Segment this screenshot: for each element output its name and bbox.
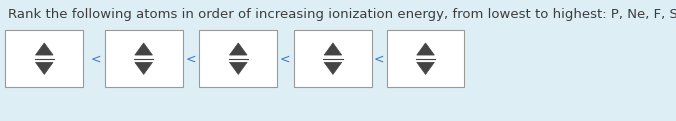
Bar (199, 30, 277, 87)
Polygon shape (416, 62, 434, 74)
Bar (105, 30, 183, 87)
Polygon shape (324, 62, 341, 74)
Bar (294, 30, 372, 87)
Polygon shape (229, 62, 247, 74)
Bar (5, 30, 83, 87)
Polygon shape (324, 43, 341, 55)
Text: <: < (280, 52, 291, 65)
Text: Rank the following atoms in order of increasing ionization energy, from lowest t: Rank the following atoms in order of inc… (8, 8, 676, 21)
Polygon shape (135, 62, 153, 74)
Polygon shape (36, 62, 53, 74)
Bar (387, 30, 464, 87)
Polygon shape (135, 43, 153, 55)
Text: <: < (185, 52, 196, 65)
Polygon shape (36, 43, 53, 55)
Polygon shape (229, 43, 247, 55)
Text: <: < (91, 52, 101, 65)
Text: <: < (373, 52, 384, 65)
Polygon shape (416, 43, 434, 55)
